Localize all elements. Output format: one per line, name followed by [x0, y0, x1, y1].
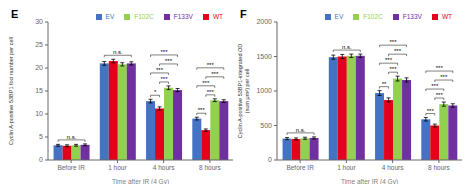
svg-text:***: *** — [440, 74, 448, 80]
svg-text:Time after IR (4 Gy): Time after IR (4 Gy) — [341, 178, 398, 184]
svg-text:***: *** — [390, 39, 398, 45]
svg-text:***: *** — [156, 67, 164, 73]
svg-text:5: 5 — [39, 133, 43, 140]
svg-text:***: *** — [165, 58, 173, 64]
svg-text:4 hours: 4 hours — [153, 164, 175, 171]
svg-text:2000: 2000 — [256, 18, 272, 25]
html-text:F133V: F133V — [402, 13, 422, 20]
svg-text:10: 10 — [35, 110, 43, 117]
svg-text:***: *** — [431, 83, 439, 89]
svg-text:4 hours: 4 hours — [382, 164, 404, 171]
svg-text:30: 30 — [35, 18, 43, 25]
svg-text:15: 15 — [35, 87, 43, 94]
svg-text:1 hour: 1 hour — [337, 164, 356, 171]
svg-text:***: *** — [161, 49, 169, 55]
svg-text:1 hour: 1 hour — [108, 164, 127, 171]
svg-text:***: *** — [211, 71, 219, 77]
html-text:F102C: F102C — [134, 13, 154, 20]
svg-text:n.s.: n.s. — [296, 127, 306, 133]
svg-text:***: *** — [202, 80, 210, 86]
svg-text:***: *** — [436, 65, 444, 71]
svg-text:0: 0 — [268, 156, 272, 163]
html-text:F102C: F102C — [363, 13, 383, 20]
svg-text:1500: 1500 — [256, 53, 272, 60]
svg-text:***: *** — [390, 66, 398, 72]
svg-text:25: 25 — [35, 41, 43, 48]
svg-text:Before IR: Before IR — [57, 164, 85, 171]
html-text:EV: EV — [334, 13, 344, 20]
svg-text:***: *** — [207, 62, 215, 68]
svg-text:Cyclin A-positive 53BP1-integr: Cyclin A-positive 53BP1-integrated OD(su… — [237, 44, 250, 138]
svg-text:**: ** — [382, 81, 387, 87]
svg-text:n.s.: n.s. — [113, 49, 123, 55]
svg-text:*: * — [154, 89, 157, 95]
html-text:WT: WT — [212, 13, 223, 20]
html-text:F: F — [240, 8, 247, 20]
svg-text:Cyclin A-positive 53BP1 foci n: Cyclin A-positive 53BP1 foci number per … — [8, 37, 14, 145]
svg-text:***: *** — [394, 48, 402, 54]
svg-text:n.s.: n.s. — [342, 44, 352, 50]
svg-text:8 hours: 8 hours — [199, 164, 221, 171]
html-text:F133V: F133V — [173, 13, 193, 20]
svg-text:1000: 1000 — [256, 87, 272, 94]
html-text:WT: WT — [441, 13, 452, 20]
html-text:EV: EV — [105, 13, 115, 20]
svg-text:8 hours: 8 hours — [428, 164, 450, 171]
svg-text:***: *** — [436, 92, 444, 98]
svg-text:***: *** — [385, 57, 393, 63]
svg-text:***: *** — [198, 107, 206, 113]
svg-text:20: 20 — [35, 64, 43, 71]
svg-text:Before IR: Before IR — [286, 164, 314, 171]
svg-text:500: 500 — [260, 122, 272, 129]
svg-text:***: *** — [161, 76, 169, 82]
svg-text:n.s.: n.s. — [67, 134, 77, 140]
svg-text:***: *** — [207, 89, 215, 95]
html-text:E: E — [11, 8, 19, 20]
svg-text:***: *** — [427, 108, 435, 114]
svg-text:0: 0 — [39, 156, 43, 163]
svg-text:Time after IR (4 Gy): Time after IR (4 Gy) — [112, 178, 169, 184]
